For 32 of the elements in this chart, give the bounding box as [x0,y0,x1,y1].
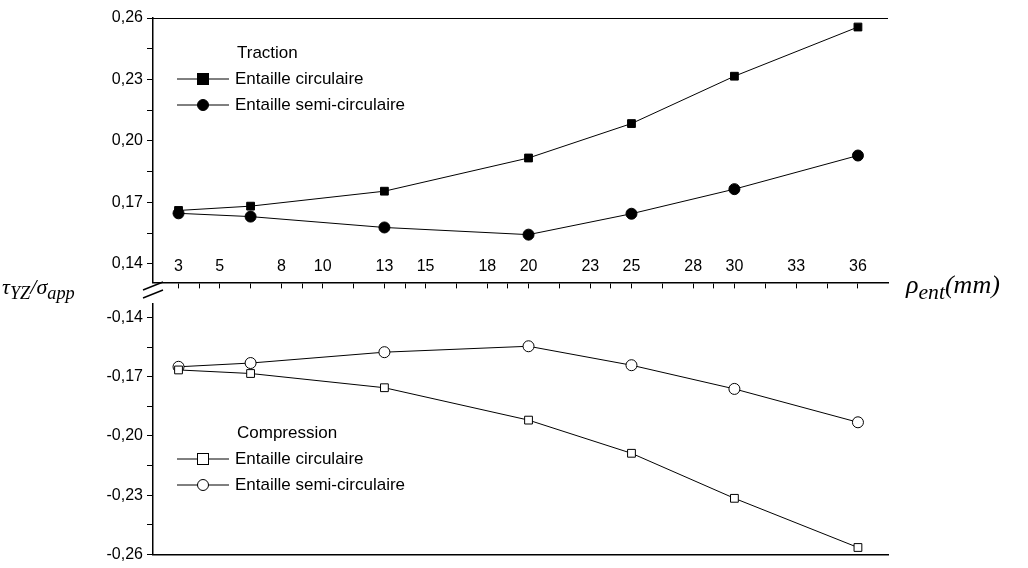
y-tick-label: -0,14 [106,307,144,325]
legend-title: Traction [236,42,299,64]
legend-label: Entaille semi-circulaire [235,474,406,496]
y-tick-label: -0,26 [106,544,144,562]
y-tick-label: 0,23 [111,69,144,87]
y-axis-title: τ$_{YZ}$/σ$_{app}$ [2,274,75,305]
x-tick-label: 25 [622,256,641,274]
y-tick-label: 0,14 [111,254,144,272]
x-tick-label: 5 [215,256,225,274]
y-tick-label: -0,20 [106,426,144,444]
x-tick-label: 3 [174,256,184,274]
y-tick-label: 0,17 [111,192,144,210]
x-tick-label: 30 [725,256,744,274]
y-tick-label: 0,20 [111,131,144,149]
legend-label: Entaille circulaire [235,68,364,90]
x-tick-label: 36 [849,256,867,274]
x-tick-label: 13 [375,256,394,274]
y-tick-label: 0,26 [111,8,144,26]
x-tick-label: 18 [478,256,497,274]
x-tick-label: 33 [787,256,806,274]
legend-label: Entaille circulaire [235,448,364,470]
x-tick-label: 23 [581,256,600,274]
x-axis-title: ρ$_{ent}$(mm) [906,270,1000,306]
y-tick-label: -0,23 [106,485,144,503]
legend-title: Compression [236,422,339,444]
legend-label: Entaille semi-circulaire [235,94,406,116]
x-tick-label: 8 [277,256,287,274]
x-tick-label: 28 [684,256,703,274]
y-tick-label: -0,17 [106,367,144,385]
x-tick-label: 20 [519,256,538,274]
x-tick-label: 10 [313,256,332,274]
x-tick-label: 15 [416,256,435,274]
